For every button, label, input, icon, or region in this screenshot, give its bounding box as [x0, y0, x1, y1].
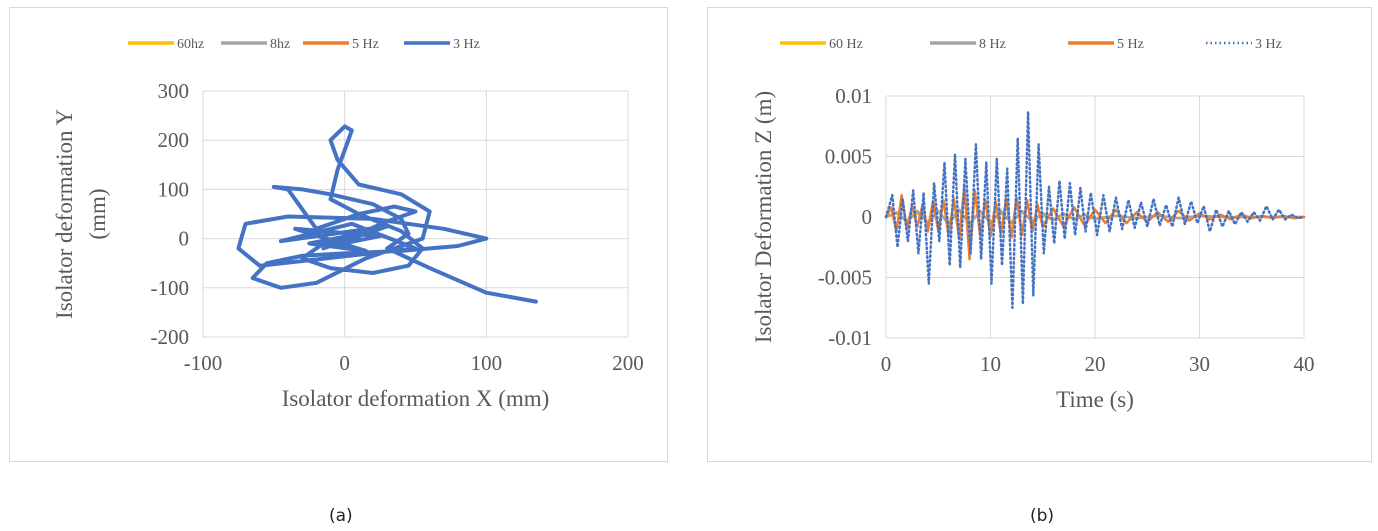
- y-tick-label: 0: [179, 227, 190, 251]
- legend-label: 5 Hz: [1117, 37, 1144, 52]
- legend-label: 3 Hz: [453, 37, 480, 52]
- chart-panel-b: -0.01 -0.005 0 0.005 0.01 0 10 20 30 40 Time (s) Is…: [707, 7, 1372, 462]
- series-line-3-hz: [236, 124, 538, 304]
- legend-label: 8hz: [270, 37, 290, 52]
- x-tick-label: 0: [339, 351, 350, 375]
- legend-label: 60 Hz: [829, 37, 863, 52]
- y-axis-title: (mm): [85, 188, 110, 239]
- y-tick-label: -200: [151, 325, 190, 349]
- y-axis-title: Isolator Deformation Z (m): [751, 91, 776, 343]
- caption-b: (b): [1030, 506, 1055, 526]
- legend-label: 8 Hz: [979, 37, 1006, 52]
- x-tick-label: 40: [1294, 352, 1315, 376]
- x-tick-label: 10: [980, 352, 1001, 376]
- chart-panel-a: -200 -100 0 100 200 300 -100 0 100 200 Isolator de…: [9, 7, 668, 462]
- y-tick-label: 0: [862, 205, 873, 229]
- series-line-3-hz: [884, 110, 1306, 310]
- y-tick-label: -100: [151, 276, 190, 300]
- caption-a: (a): [329, 506, 353, 526]
- legend-label: 3 Hz: [1255, 37, 1282, 52]
- legend-label: 60hz: [177, 37, 204, 52]
- y-axis-title: Isolator deformation Y: [52, 109, 77, 319]
- legend-label: 5 Hz: [352, 37, 379, 52]
- x-tick-label: 20: [1085, 352, 1106, 376]
- x-tick-label: 0: [881, 352, 892, 376]
- x-tick-label: -100: [184, 351, 223, 375]
- x-tick-label: 30: [1189, 352, 1210, 376]
- x-axis-title: Isolator deformation X (mm): [282, 386, 550, 411]
- y-tick-label: -0.005: [818, 266, 872, 290]
- y-tick-label: 0.005: [825, 145, 872, 169]
- x-axis-title: Time (s): [1056, 387, 1134, 412]
- x-tick-label: 100: [471, 351, 503, 375]
- x-tick-label: 200: [612, 351, 644, 375]
- chart-b-svg: -0.01 -0.005 0 0.005 0.01 0 10 20 30 40 Time (s) Is…: [751, 37, 1315, 412]
- y-tick-label: 200: [158, 128, 190, 152]
- y-tick-label: -0.01: [828, 326, 872, 350]
- y-tick-label: 100: [158, 177, 190, 201]
- y-tick-label: 0.01: [835, 84, 872, 108]
- y-tick-label: 300: [158, 79, 190, 103]
